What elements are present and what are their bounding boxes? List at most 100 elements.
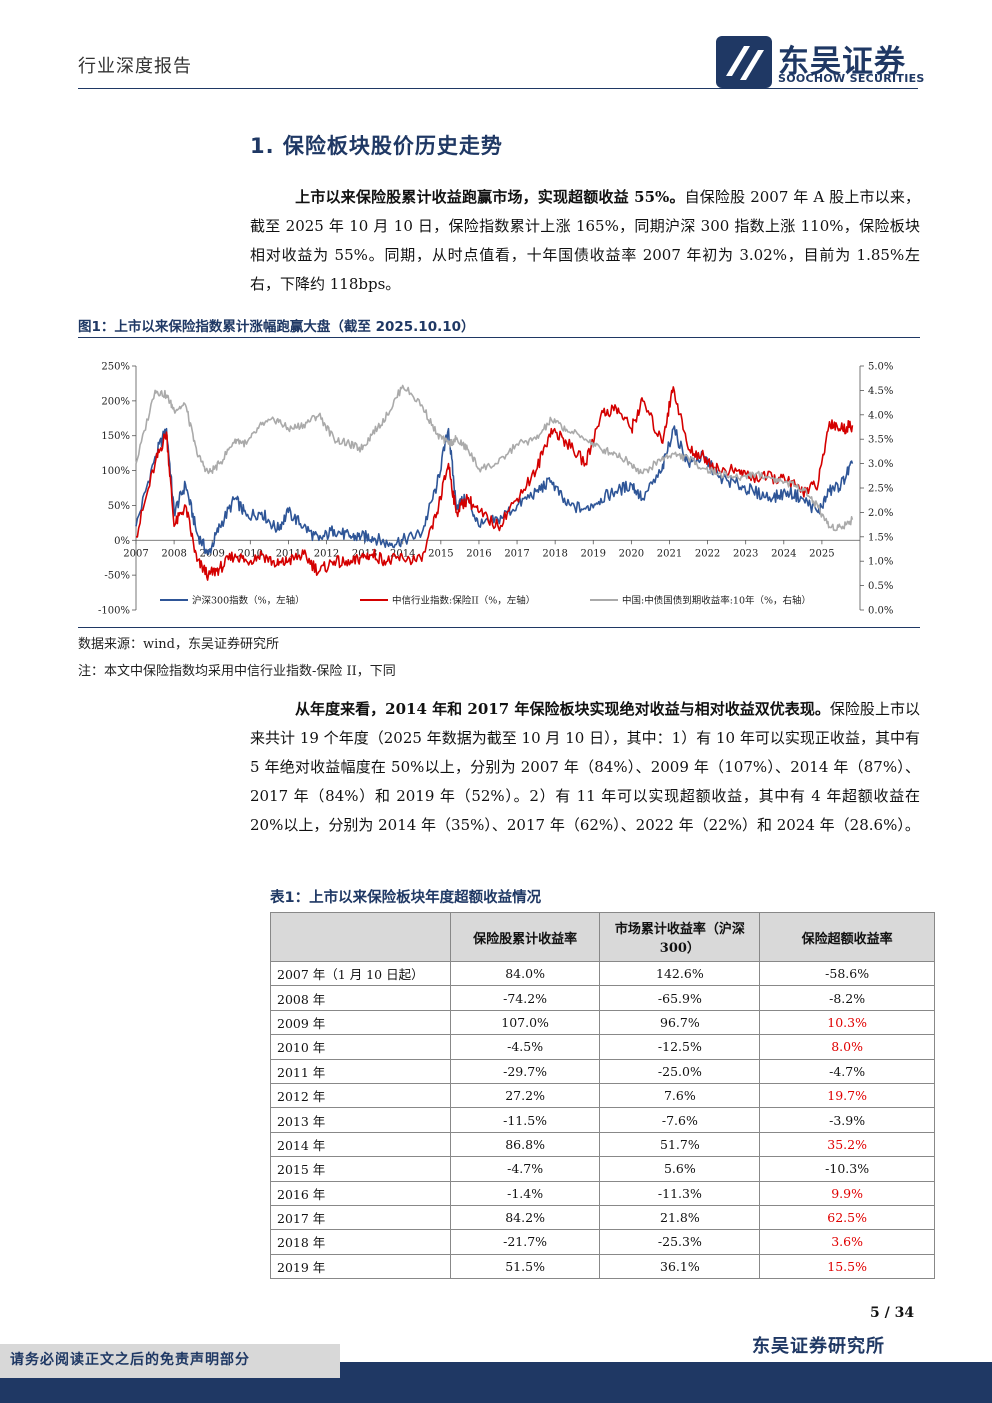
header-market-return: 市场累计收益率（沪深 300） — [599, 912, 761, 962]
row-excess-return: 10.3% — [759, 1009, 935, 1036]
x-tick-label: 2012 — [314, 548, 339, 559]
row-excess-return: 19.7% — [759, 1082, 935, 1109]
table-title: 表1：上市以来保险板块年度超额收益情况 — [270, 890, 542, 906]
left-tick-label: 100% — [101, 466, 130, 477]
table-row: 2012 年 27.2% 7.6% 19.7% — [270, 1082, 935, 1109]
x-tick-label: 2013 — [352, 548, 377, 559]
left-tick-label: -50% — [104, 571, 130, 582]
legend-label-3: 中国:中债国债到期收益率:10年（%，右轴） — [622, 595, 811, 607]
left-tick-label: 150% — [101, 431, 130, 442]
report-type: 行业深度报告 — [78, 56, 192, 77]
x-tick-label: 2025 — [809, 548, 834, 559]
figure-title: 图1：上市以来保险指数累计涨幅跑赢大盘（截至 2025.10.10） — [78, 319, 475, 335]
row-year: 2014 年 — [270, 1131, 451, 1158]
row-year: 2009 年 — [270, 1009, 451, 1036]
row-insurance-return: 107.0% — [449, 1009, 601, 1036]
table-row: 2008 年 -74.2% -65.9% -8.2% — [270, 985, 935, 1011]
header-excess-return: 保险超额收益率 — [759, 912, 935, 962]
table-row: 2014 年 86.8% 51.7% 35.2% — [270, 1131, 935, 1158]
x-tick-label: 2008 — [161, 548, 186, 559]
x-tick-label: 2019 — [581, 548, 606, 559]
row-year: 2008 年 — [270, 985, 451, 1011]
row-excess-return: -10.3% — [759, 1156, 935, 1182]
row-excess-return: 15.5% — [759, 1253, 935, 1280]
row-insurance-return: -74.2% — [449, 985, 601, 1011]
left-tick-label: 0% — [114, 536, 130, 547]
row-insurance-return: 51.5% — [449, 1253, 601, 1280]
row-year: 2019 年 — [270, 1253, 451, 1280]
row-excess-return: -8.2% — [759, 985, 935, 1011]
row-excess-return: -58.6% — [759, 960, 935, 987]
line-chart: -100% -50% 0% 50% 100% 150% 200% 250% 0.0% 0.5% 1.… — [98, 362, 893, 617]
figure-source: 数据来源：wind，东吴证券研究所 — [78, 637, 279, 652]
row-insurance-return: 84.0% — [449, 960, 601, 987]
table-row: 2016 年 -1.4% -11.3% 9.9% — [270, 1180, 935, 1206]
series-line-3 — [135, 384, 854, 532]
right-tick-label: 1.0% — [868, 557, 893, 568]
header-year — [270, 912, 451, 962]
row-excess-return: 9.9% — [759, 1180, 935, 1206]
logo-cn-text: 东吴证券 — [778, 44, 906, 80]
x-tick-label: 2016 — [466, 548, 491, 559]
legend-label-1: 沪深300指数（%，左轴） — [192, 595, 305, 607]
row-insurance-return: -29.7% — [449, 1058, 601, 1084]
right-tick-label: 0.5% — [868, 581, 893, 592]
institute-name: 东吴证券研究所 — [752, 1336, 885, 1357]
left-tick-label: -100% — [98, 606, 130, 617]
row-insurance-return: -4.7% — [449, 1156, 601, 1182]
left-tick-label: 200% — [101, 396, 130, 407]
paragraph-1-lead: 上市以来保险股累计收益跑赢市场，实现超额收益 55%。 — [295, 188, 685, 206]
table-row: 2019 年 51.5% 36.1% 15.5% — [270, 1253, 935, 1280]
row-market-return: 96.7% — [599, 1009, 761, 1036]
row-market-return: -25.3% — [599, 1229, 761, 1255]
section-title: 1. 保险板块股价历史走势 — [250, 134, 503, 158]
row-market-return: 5.6% — [599, 1156, 761, 1182]
paragraph-2-lead: 从年度来看，2014 年和 2017 年保险板块实现绝对收益与相对收益双优表现。 — [295, 700, 830, 718]
figure-note: 注：本文中保险指数均采用中信行业指数-保险 II，下同 — [78, 664, 396, 679]
row-market-return: -12.5% — [599, 1034, 761, 1060]
paragraph-2: 从年度来看，2014 年和 2017 年保险板块实现绝对收益与相对收益双优表现。… — [250, 695, 920, 840]
disclaimer-box — [0, 1344, 340, 1378]
x-tick-label: 2015 — [428, 548, 453, 559]
series-line-2 — [135, 386, 854, 581]
x-tick-label: 2018 — [542, 548, 567, 559]
table-row: 2015 年 -4.7% 5.6% -10.3% — [270, 1156, 935, 1182]
row-excess-return: -3.9% — [759, 1107, 935, 1133]
paragraph-2-body: 保险股上市以来共计 19 个年度（2025 年数据为截至 10 月 10 日），… — [250, 700, 920, 834]
row-market-return: 142.6% — [599, 960, 761, 987]
page-number: 5 / 34 — [870, 1305, 915, 1321]
paragraph-1-body: 自保险股 2007 年 A 股上市以来，截至 2025 年 10 月 10 日，… — [250, 188, 920, 293]
row-year: 2010 年 — [270, 1034, 451, 1060]
table-row: 2009 年 107.0% 96.7% 10.3% — [270, 1009, 935, 1036]
row-insurance-return: 86.8% — [449, 1131, 601, 1158]
logo-en-text: SOOCHOW SECURITIES — [778, 72, 925, 85]
row-year: 2015 年 — [270, 1156, 451, 1182]
row-insurance-return: -4.5% — [449, 1034, 601, 1060]
x-tick-label: 2022 — [695, 548, 720, 559]
header-insurance-return: 保险股累计收益率 — [449, 912, 601, 962]
x-tick-label: 2014 — [390, 548, 415, 559]
x-tick-label: 2009 — [199, 548, 224, 559]
x-tick-label: 2010 — [238, 548, 263, 559]
disclaimer-text: 请务必阅读正文之后的免责声明部分 — [10, 1352, 250, 1368]
row-year: 2017 年 — [270, 1204, 451, 1231]
right-tick-label: 5.0% — [868, 362, 893, 373]
legend-label-2: 中信行业指数:保险II（%，左轴） — [392, 595, 535, 607]
row-year: 2018 年 — [270, 1229, 451, 1255]
right-tick-label: 2.5% — [868, 484, 893, 495]
row-excess-return: 3.6% — [759, 1229, 935, 1255]
row-market-return: -7.6% — [599, 1107, 761, 1133]
right-tick-label: 3.5% — [868, 435, 893, 446]
left-tick-label: 250% — [101, 362, 130, 373]
row-insurance-return: 27.2% — [449, 1082, 601, 1109]
row-insurance-return: 84.2% — [449, 1204, 601, 1231]
row-insurance-return: -11.5% — [449, 1107, 601, 1133]
row-year: 2013 年 — [270, 1107, 451, 1133]
row-excess-return: 8.0% — [759, 1034, 935, 1060]
x-tick-label: 2020 — [619, 548, 644, 559]
x-tick-label: 2011 — [276, 548, 301, 559]
row-market-return: 51.7% — [599, 1131, 761, 1158]
row-year: 2007 年（1 月 10 日起） — [270, 960, 451, 987]
excess-return-table: 保险股累计收益率 市场累计收益率（沪深 300） 保险超额收益率 2007 年（… — [270, 912, 935, 1280]
figure-frame: -100% -50% 0% 50% 100% 150% 200% 250% 0.0% 0.5% 1.… — [78, 337, 920, 628]
